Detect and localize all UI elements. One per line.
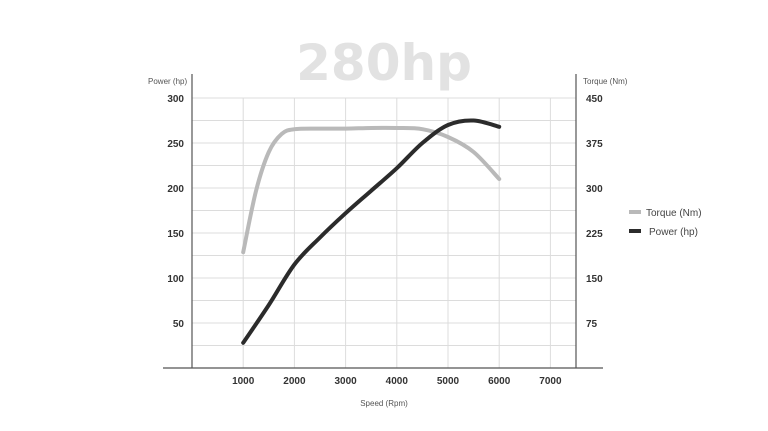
grid (192, 97, 576, 368)
legend-label-torque-nm: Torque (Nm) (646, 208, 702, 219)
x-tick-label-4000: 4000 (386, 376, 409, 387)
chart-title: 280hp (296, 34, 472, 92)
y-right-tick-label-300: 300 (586, 184, 603, 195)
legend-label-power-hp: Power (hp) (649, 227, 698, 238)
y-right-tick-label-375: 375 (586, 139, 603, 150)
x-tick-label-1000: 1000 (232, 376, 255, 387)
series-line-power-hp (241, 118, 502, 345)
axes (163, 74, 603, 369)
y-right-tick-label-225: 225 (586, 229, 603, 240)
x-tick-label-6000: 6000 (488, 376, 511, 387)
y-left-tick-label-250: 250 (167, 139, 184, 150)
x-tick-label-2000: 2000 (283, 376, 306, 387)
left-axis-title: Power (hp) (148, 77, 187, 86)
y-left-tick-label-150: 150 (167, 229, 184, 240)
x-tick-label-7000: 7000 (539, 376, 562, 387)
y-left-tick-label-200: 200 (167, 184, 184, 195)
x-tick-label-5000: 5000 (437, 376, 460, 387)
x-tick-label-3000: 3000 (334, 376, 357, 387)
tick-labels: 1000 2000 3000 4000 5000 6000 7000 50 100 150 200 2… (167, 94, 603, 387)
right-axis-title: Torque (Nm) (583, 77, 628, 86)
x-axis-title: Speed (Rpm) (360, 399, 408, 408)
y-right-tick-label-450: 450 (586, 94, 603, 105)
y-right-tick-label-150: 150 (586, 274, 603, 285)
legend: Torque (Nm) Power (hp) (629, 208, 702, 238)
y-left-tick-label-50: 50 (173, 319, 185, 330)
series-line-torque-nm (241, 125, 502, 255)
y-left-tick-label-300: 300 (167, 94, 184, 105)
y-left-tick-label-100: 100 (167, 274, 184, 285)
y-right-tick-label-75: 75 (586, 319, 598, 330)
series (241, 118, 502, 345)
